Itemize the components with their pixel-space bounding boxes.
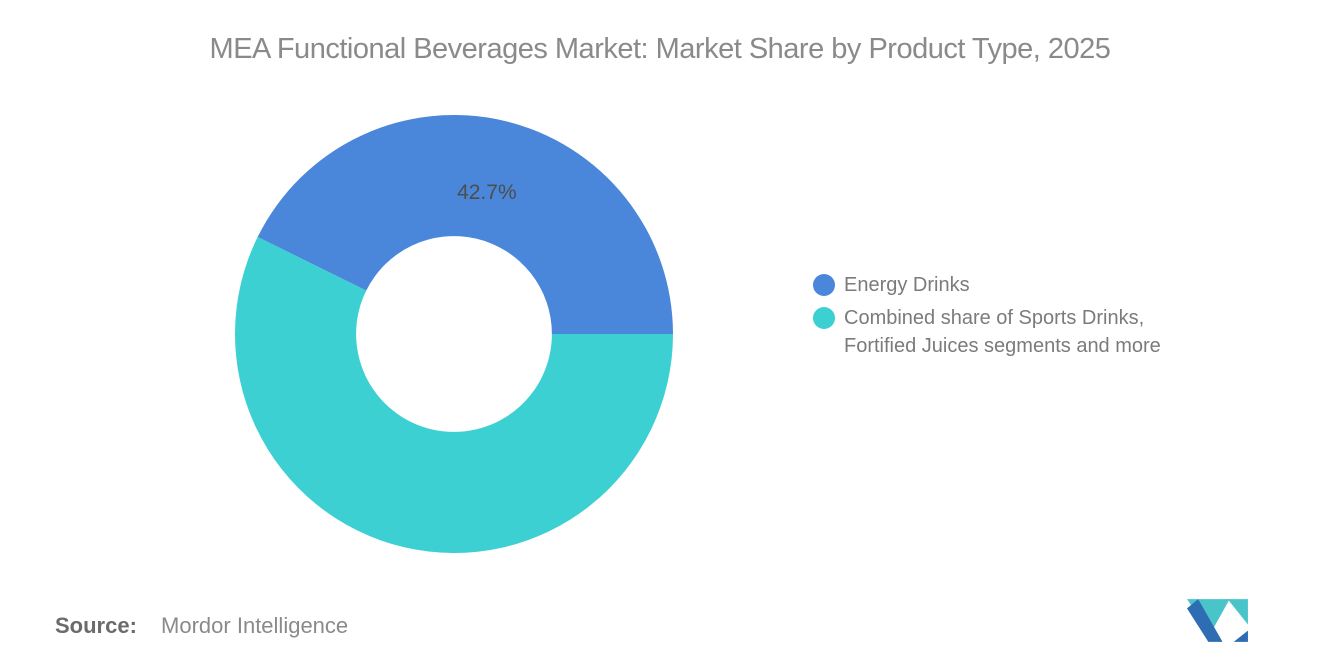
- donut-chart: 42.7%: [234, 114, 674, 554]
- chart-title: MEA Functional Beverages Market: Market …: [209, 33, 1111, 65]
- mordor-intelligence-logo: [1187, 599, 1253, 642]
- pie-slice-combined-share-of[interactable]: [235, 237, 673, 553]
- chart-legend: Energy Drinks Combined share of Sports D…: [813, 271, 1212, 365]
- source-line: Source: Mordor Intelligence: [55, 613, 348, 639]
- legend-swatch-icon: [813, 274, 835, 296]
- source-value: Mordor Intelligence: [161, 613, 349, 638]
- legend-item-energy-drinks[interactable]: Energy Drinks: [813, 271, 1212, 299]
- source-label: Source:: [55, 613, 137, 638]
- legend-item-label: Energy Drinks: [844, 274, 970, 296]
- slice-data-label: 42.7%: [457, 181, 517, 205]
- pie-slice-energy-drinks[interactable]: [257, 114, 673, 334]
- donut-chart-svg: [235, 114, 673, 553]
- legend-item-label: Combined share of Sports Drinks, Fortifi…: [844, 307, 1161, 357]
- mordor-logo-m-icon: [1187, 599, 1248, 642]
- legend-swatch-icon: [813, 307, 835, 329]
- legend-item-combined-share[interactable]: Combined share of Sports Drinks, Fortifi…: [813, 304, 1212, 360]
